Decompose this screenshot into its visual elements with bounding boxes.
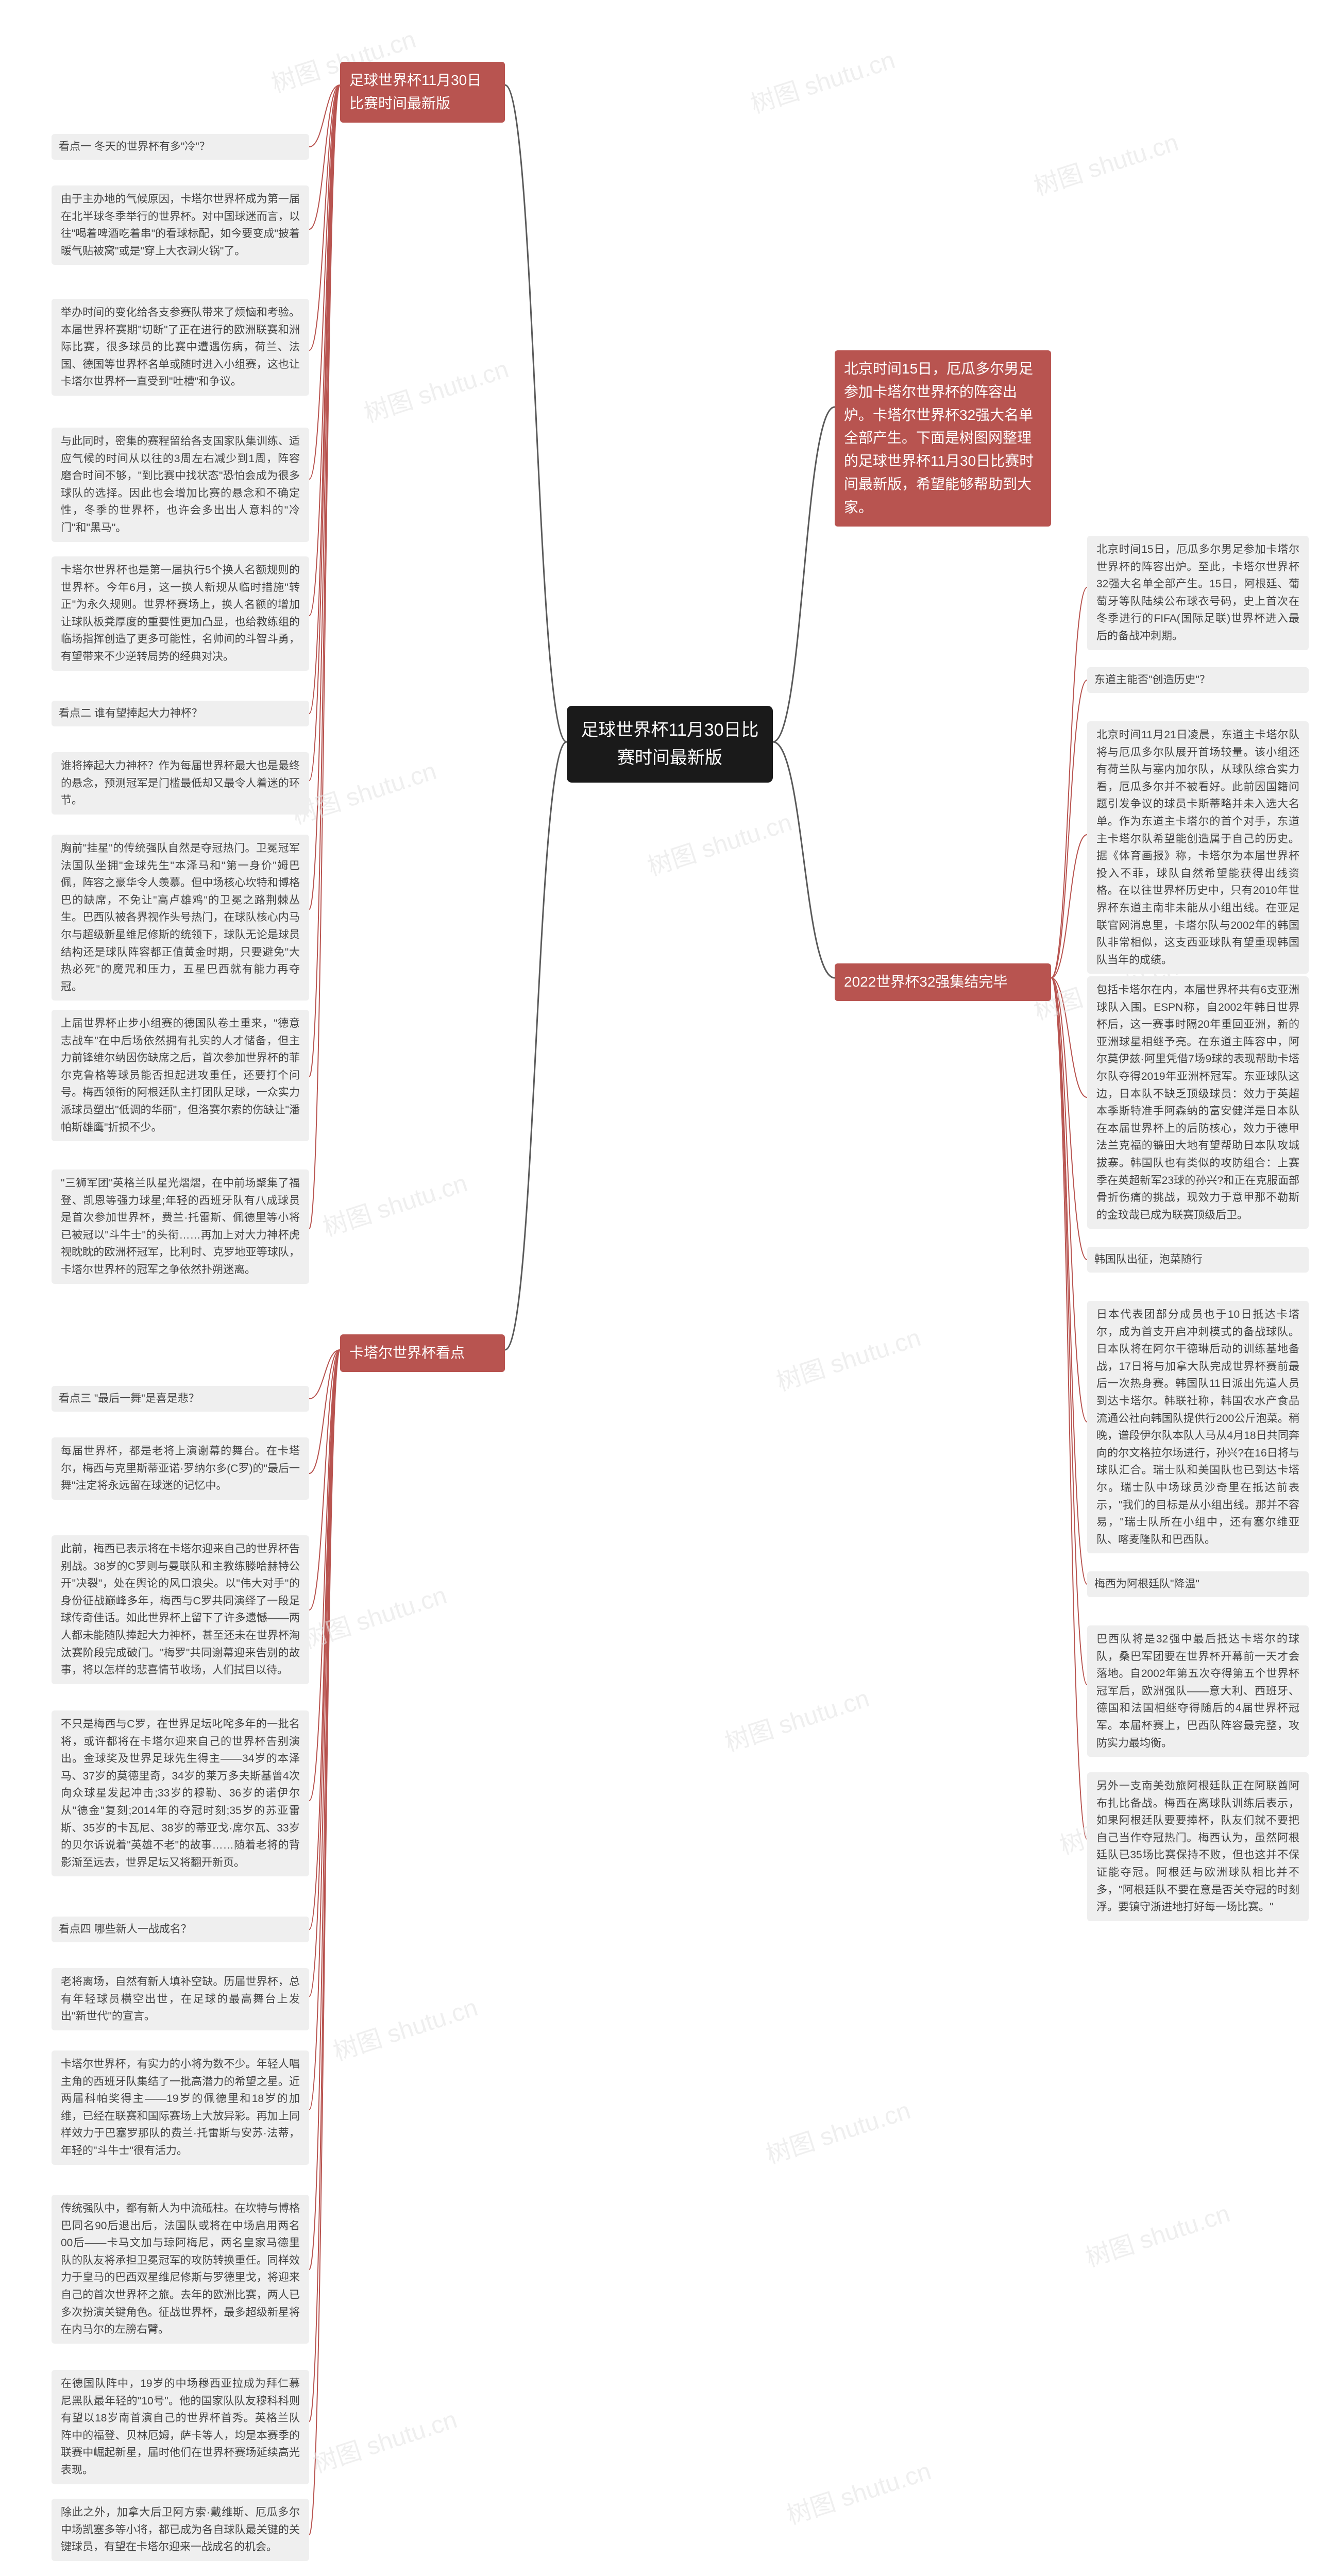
left-top-leaf-3: 与此同时，密集的赛程留给各支国家队集训练、适应气候的时间从以往的3周左右减少到1… <box>52 428 309 542</box>
right-bottom-leaf-3: 包括卡塔尔在内，本届世界杯共有6支亚洲球队入围。ESPN称，自2002年韩日世界… <box>1087 976 1309 1229</box>
left-top-leaf-1: 由于主办地的气候原因，卡塔尔世界杯成为第一届在北半球冬季举行的世界杯。对中国球迷… <box>52 185 309 265</box>
right-bottom-leaf-0: 北京时间15日，厄瓜多尔男足参加卡塔尔世界杯的阵容出炉。至此，卡塔尔世界杯32强… <box>1087 536 1309 650</box>
left-bottom-sub: 卡塔尔世界杯看点 <box>340 1334 505 1372</box>
watermark: 树图 shutu.cn <box>286 751 440 831</box>
watermark: 树图 shutu.cn <box>719 1678 873 1758</box>
left-top-leaf-4: 卡塔尔世界杯也是第一届执行5个换人名额规则的世界杯。今年6月，这一换人新规从临时… <box>52 556 309 671</box>
watermark: 树图 shutu.cn <box>359 349 512 429</box>
watermark: 树图 shutu.cn <box>317 1163 471 1243</box>
left-top-leaf-2: 举办时间的变化给各支参赛队带来了烦恼和考验。本届世界杯赛期"切断"了正在进行的欧… <box>52 299 309 396</box>
watermark: 树图 shutu.cn <box>1080 2193 1233 2274</box>
left-bottom-leaf-0: 看点三 "最后一舞"是喜是悲？ <box>52 1386 309 1412</box>
right-bottom-leaf-1: 东道主能否"创造历史"？ <box>1087 667 1309 693</box>
watermark: 树图 shutu.cn <box>642 802 796 883</box>
left-top-leaf-0: 看点一 冬天的世界杯有多"冷"？ <box>52 134 309 160</box>
left-bottom-leaf-6: 卡塔尔世界杯，有实力的小将为数不少。年轻人唱主角的西班牙队集结了一批高潜力的希望… <box>52 2050 309 2165</box>
right-bottom-leaf-5: 日本代表团部分成员也于10日抵达卡塔尔，成为首支开启冲刺模式的备战球队。日本队将… <box>1087 1301 1309 1553</box>
left-bottom-leaf-2: 此前，梅西已表示将在卡塔尔迎来自己的世界杯告别战。38岁的C罗则与曼联队和主教练… <box>52 1535 309 1684</box>
watermark: 树图 shutu.cn <box>328 1987 481 2067</box>
left-bottom-leaf-8: 在德国队阵中，19岁的中场穆西亚拉成为拜仁慕尼黑队最年轻的"10号"。他的国家队… <box>52 2370 309 2484</box>
right-bottom-leaf-7: 巴西队将是32强中最后抵达卡塔尔的球队，桑巴军团要在世界杯开幕前一天才会落地。自… <box>1087 1625 1309 1757</box>
right-bottom-leaf-2: 北京时间11月21日凌晨，东道主卡塔尔队将与厄瓜多尔队展开首场较量。该小组还有荷… <box>1087 721 1309 974</box>
left-top-sub: 足球世界杯11月30日比赛时间最新版 <box>340 62 505 123</box>
left-top-leaf-9: "三狮军团"英格兰队星光熠熠，在中前场聚集了福登、凯恩等强力球星;年轻的西班牙队… <box>52 1170 309 1284</box>
left-top-leaf-5: 看点二 谁有望捧起大力神杯？ <box>52 701 309 726</box>
left-bottom-leaf-5: 老将离场，自然有新人填补空缺。历届世界杯，总有年轻球员横空出世，在足球的最高舞台… <box>52 1968 309 2030</box>
watermark: 树图 shutu.cn <box>745 40 899 120</box>
left-top-leaf-7: 胸前"挂星"的传统强队自然是夺冠热门。卫冕冠军法国队坐拥"金球先生"本泽马和"第… <box>52 835 309 1001</box>
watermark: 树图 shutu.cn <box>297 1575 450 1655</box>
watermark: 树图 shutu.cn <box>1028 122 1182 202</box>
left-bottom-leaf-4: 看点四 哪些新人一战成名？ <box>52 1917 309 1942</box>
left-top-leaf-6: 谁将捧起大力神杯？作为每届世界杯最大也是最终的悬念，预测冠军是门槛最低却又最令人… <box>52 752 309 815</box>
watermark: 树图 shutu.cn <box>771 1317 924 1398</box>
watermark: 树图 shutu.cn <box>307 2399 461 2480</box>
left-bottom-leaf-3: 不只是梅西与C罗，在世界足坛叱咤多年的一批名将，或许都将在卡塔尔迎来自己的世界杯… <box>52 1710 309 1876</box>
right-bottom-leaf-8: 另外一支南美劲旅阿根廷队正在阿联酋阿布扎比备战。梅西在离球队训练后表示，如果阿根… <box>1087 1772 1309 1921</box>
watermark: 树图 shutu.cn <box>781 2451 935 2531</box>
watermark: 树图 shutu.cn <box>760 2090 914 2171</box>
right-bottom-leaf-6: 梅西为阿根廷队"降温" <box>1087 1571 1309 1597</box>
mindmap-canvas: 树图 shutu.cn 树图 shutu.cn 树图 shutu.cn 树图 shut… <box>0 0 1319 2576</box>
left-bottom-leaf-7: 传统强队中，都有新人为中流砥柱。在坎特与博格巴同名90后退出后，法国队或将在中场… <box>52 2195 309 2344</box>
right-bottom-leaf-4: 韩国队出征，泡菜随行 <box>1087 1247 1309 1273</box>
left-bottom-leaf-9: 除此之外，加拿大后卫阿方索·戴维斯、厄瓜多尔中场凯塞多等小将，都已成为各自球队最… <box>52 2499 309 2561</box>
center-node: 足球世界杯11月30日比赛时间最新版 <box>567 706 773 783</box>
left-bottom-leaf-1: 每届世界杯，都是老将上演谢幕的舞台。在卡塔尔，梅西与克里斯蒂亚诺·罗纳尔多(C罗… <box>52 1437 309 1500</box>
right-bottom-sub: 2022世界杯32强集结完毕 <box>835 963 1051 1001</box>
right-top-sub: 北京时间15日，厄瓜多尔男足参加卡塔尔世界杯的阵容出炉。卡塔尔世界杯32强大名单… <box>835 350 1051 527</box>
left-top-leaf-8: 上届世界杯止步小组赛的德国队卷土重来，"德意志战车"在中后场依然拥有扎实的人才储… <box>52 1010 309 1141</box>
